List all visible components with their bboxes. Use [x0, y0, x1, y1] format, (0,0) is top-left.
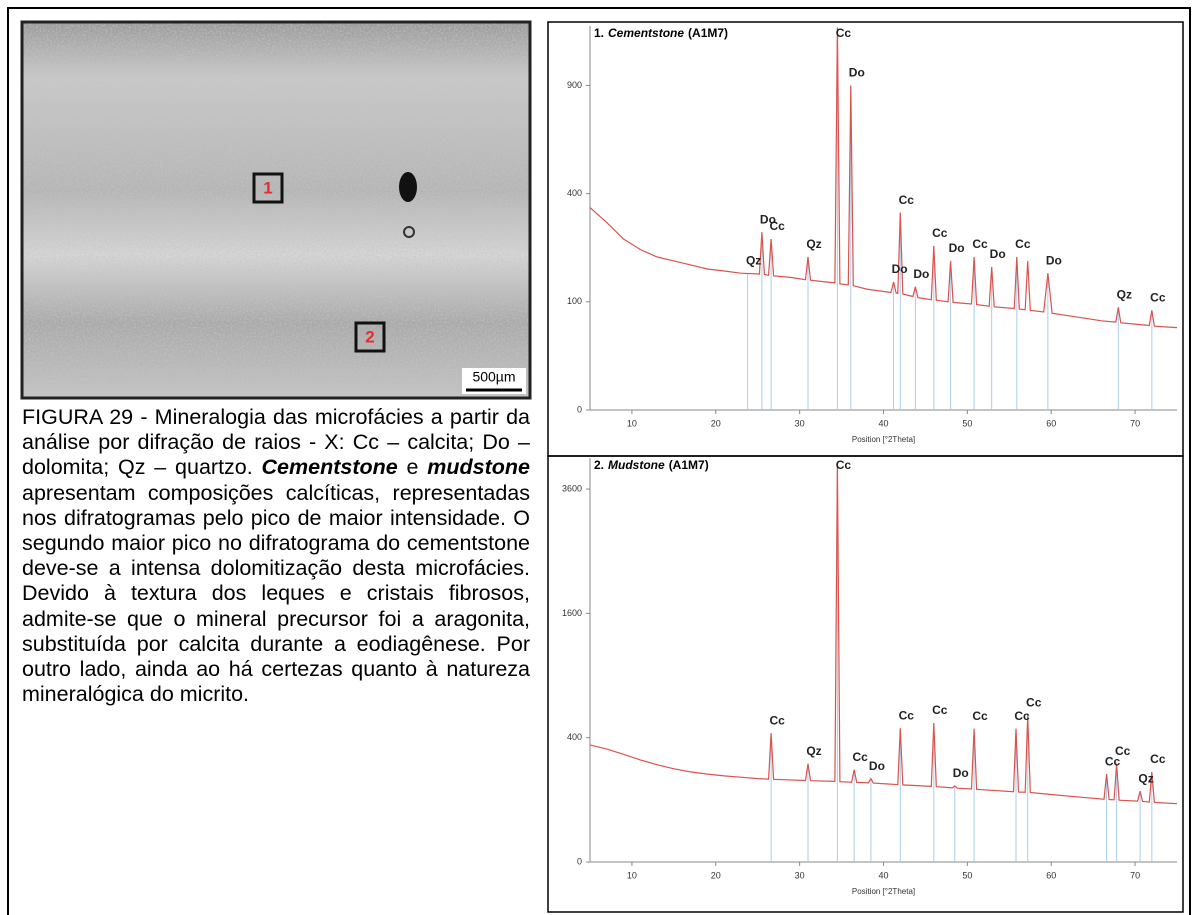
x-axis-label: Position [°2Theta]: [852, 887, 915, 896]
peak-label: Qz: [746, 254, 761, 268]
x-tick-label: 30: [795, 870, 805, 880]
peak-label: Qz: [1117, 288, 1132, 302]
peak-label: Cc: [1150, 290, 1166, 304]
peak-label: Cc: [899, 193, 915, 207]
x-tick-label: 70: [1130, 418, 1140, 428]
peak-label: Cc: [1014, 709, 1030, 723]
caption-text: e: [398, 455, 428, 479]
peak-label: Cc: [899, 708, 915, 722]
x-tick-label: 30: [795, 418, 805, 428]
y-tick-label: 100: [567, 296, 582, 306]
chart-panel: [548, 456, 1183, 912]
diffractogram: [590, 464, 1177, 804]
x-tick-label: 40: [878, 418, 888, 428]
chart-title-part: (A1M7): [688, 26, 728, 40]
x-tick-label: 50: [962, 870, 972, 880]
peak-label: Cc: [932, 226, 948, 240]
peak-label: Do: [1046, 253, 1062, 267]
peak-label: Cc: [836, 458, 852, 472]
peak-label: Cc: [836, 26, 852, 40]
peak-label: Do: [849, 66, 865, 80]
peak-label: Cc: [769, 219, 785, 233]
caption-emphasis: mudstone: [427, 455, 530, 479]
x-tick-label: 20: [711, 870, 721, 880]
micrograph: 1 2 500µm: [22, 22, 530, 398]
x-tick-label: 10: [627, 870, 637, 880]
y-tick-label: 3600: [562, 483, 582, 493]
x-tick-label: 10: [627, 418, 637, 428]
x-tick-label: 50: [962, 418, 972, 428]
peak-label: Cc: [769, 713, 785, 727]
x-axis-label: Position [°2Theta]: [852, 435, 915, 444]
x-tick-label: 70: [1130, 870, 1140, 880]
chart-title-part: Cementstone: [608, 26, 684, 40]
peak-label: Cc: [972, 709, 988, 723]
peak-label: Cc: [932, 703, 948, 717]
x-tick-label: 40: [878, 870, 888, 880]
peak-label: Cc: [1115, 744, 1131, 758]
x-tick-label: 60: [1046, 418, 1056, 428]
peak-label: Do: [913, 267, 929, 281]
chart-title: 2. Mudstone (A1M7): [594, 458, 709, 472]
y-tick-label: 400: [567, 732, 582, 742]
peak-label: Qz: [1138, 771, 1153, 785]
peak-label: Cc: [852, 750, 868, 764]
marker-label: 1: [263, 178, 272, 197]
peak-label: Cc: [1150, 752, 1166, 766]
chart-panel: [548, 22, 1183, 456]
diffractogram: [590, 28, 1177, 328]
x-tick-label: 60: [1046, 870, 1056, 880]
peak-label: Do: [892, 262, 908, 276]
peak-label: Do: [953, 766, 969, 780]
page: 1 2 500µm 010040090010203040506070Positi…: [0, 0, 1198, 915]
chart-title: 1. Cementstone (A1M7): [594, 26, 728, 40]
marker-label: 2: [365, 327, 374, 346]
peak-label: Cc: [1015, 237, 1031, 251]
peak-label: Do: [869, 759, 885, 773]
y-tick-label: 400: [567, 188, 582, 198]
caption-emphasis: Cementstone: [262, 455, 398, 479]
chart-title-part: 1.: [594, 26, 604, 40]
y-tick-label: 0: [577, 856, 582, 866]
peak-label: Do: [949, 241, 965, 255]
chart-title-part: Mudstone: [608, 458, 665, 472]
peak-label: Cc: [1026, 695, 1042, 709]
peak-label: Qz: [806, 744, 821, 758]
caption-text: apresentam composições calcíticas, repre…: [22, 481, 530, 707]
peak-label: Qz: [806, 237, 821, 251]
peak-label: Do: [990, 247, 1006, 261]
caption: FIGURA 29 - Mineralogia das microfácies …: [22, 405, 530, 707]
y-tick-label: 900: [567, 80, 582, 90]
chart-title-part: (A1M7): [669, 458, 709, 472]
scale-bar-label: 500µm: [472, 369, 515, 385]
peak-label: Cc: [972, 237, 988, 251]
y-tick-label: 0: [577, 404, 582, 414]
x-tick-label: 20: [711, 418, 721, 428]
y-tick-label: 1600: [562, 608, 582, 618]
chart-title-part: 2.: [594, 458, 604, 472]
